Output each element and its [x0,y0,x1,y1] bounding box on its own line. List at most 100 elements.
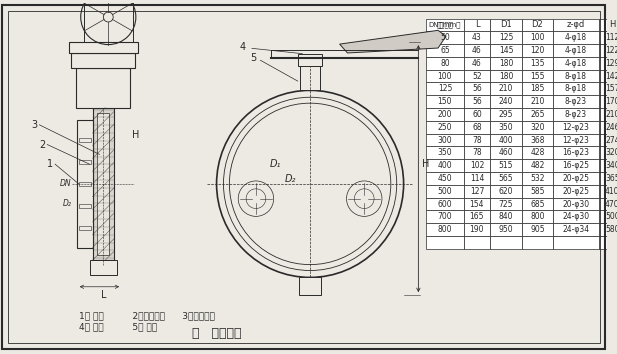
Bar [491,44,522,57]
Bar [300,66,320,90]
Text: 274: 274 [605,136,617,144]
Bar [598,236,617,249]
Bar [553,18,598,31]
Text: 65: 65 [440,46,450,55]
Text: 78: 78 [472,148,482,158]
Bar [463,18,491,31]
Bar [598,134,617,147]
Bar [463,121,491,134]
Bar [77,120,93,248]
Bar [491,82,522,95]
Text: 4-φ18: 4-φ18 [565,33,587,42]
Bar [426,211,463,223]
Text: 4-φ18: 4-φ18 [565,46,587,55]
Text: DN（mm）: DN（mm） [429,22,461,28]
Text: 2: 2 [39,139,45,149]
Text: 320: 320 [530,123,545,132]
Text: 公称通径: 公称通径 [436,22,453,28]
Text: 102: 102 [470,161,484,170]
Bar [491,198,522,211]
Bar [553,44,598,57]
Text: 460: 460 [499,148,513,158]
Bar [522,18,553,31]
Bar [426,172,463,185]
Text: 120: 120 [530,46,545,55]
Text: 180: 180 [499,72,513,81]
Bar [426,44,463,57]
Text: 565: 565 [499,174,513,183]
Bar [72,53,135,68]
Bar [426,95,463,108]
Text: 112: 112 [605,33,617,42]
Text: 210: 210 [499,84,513,93]
Bar [522,211,553,223]
Bar [463,172,491,185]
Text: 20-φ30: 20-φ30 [562,200,589,209]
Text: 240: 240 [499,97,513,106]
Bar [299,278,321,295]
Text: 8-φ18: 8-φ18 [565,84,587,93]
Bar [463,211,491,223]
Bar [463,82,491,95]
Bar [598,159,617,172]
Bar [598,121,617,134]
Text: 620: 620 [499,187,513,196]
Text: 125: 125 [499,33,513,42]
Text: 20-φ25: 20-φ25 [562,187,589,196]
Bar [298,54,322,66]
Bar [97,113,109,255]
Text: 470: 470 [605,200,617,209]
Bar [553,159,598,172]
Text: 200: 200 [437,110,452,119]
Bar [89,260,117,275]
Text: 3: 3 [31,120,38,130]
Text: 127: 127 [470,187,484,196]
Text: 24-φ34: 24-φ34 [562,225,589,234]
Text: 16-φ25: 16-φ25 [562,161,589,170]
Text: 1、 阀体          2、带柄蝶板      3、阀体衬套: 1、 阀体 2、带柄蝶板 3、阀体衬套 [79,311,215,320]
Text: L: L [101,290,106,299]
Text: D₂: D₂ [284,174,296,184]
Bar [598,108,617,121]
Text: 56: 56 [472,84,482,93]
Text: D2: D2 [532,21,544,29]
Text: 125: 125 [438,84,452,93]
Text: 700: 700 [437,212,452,221]
Bar [426,18,463,31]
Bar [598,57,617,70]
Text: 5: 5 [250,53,256,63]
Bar [553,223,598,236]
Text: 16-φ23: 16-φ23 [562,148,589,158]
Text: 350: 350 [437,148,452,158]
Bar [426,31,463,44]
Text: 8-φ18: 8-φ18 [565,72,587,81]
Bar [553,172,598,185]
Text: 350: 350 [499,123,513,132]
Bar [79,226,91,230]
Bar [598,31,617,44]
Bar [553,57,598,70]
Text: 246: 246 [605,123,617,132]
Text: 20-φ25: 20-φ25 [562,174,589,183]
Bar [463,185,491,198]
Text: 4-φ18: 4-φ18 [565,59,587,68]
Bar [598,172,617,185]
Text: 400: 400 [499,136,513,144]
Bar [426,82,463,95]
Bar [553,70,598,82]
Text: 210: 210 [605,110,617,119]
Text: 135: 135 [530,59,545,68]
Text: 400: 400 [437,161,452,170]
Text: 685: 685 [530,200,545,209]
Text: 142: 142 [605,72,617,81]
Text: 210: 210 [530,97,545,106]
Bar [598,82,617,95]
Bar [522,57,553,70]
Text: 46: 46 [472,46,482,55]
Bar [598,147,617,159]
Bar [598,70,617,82]
Bar [522,223,553,236]
Text: 320: 320 [605,148,617,158]
Text: 150: 150 [437,97,452,106]
Text: 100: 100 [530,33,545,42]
